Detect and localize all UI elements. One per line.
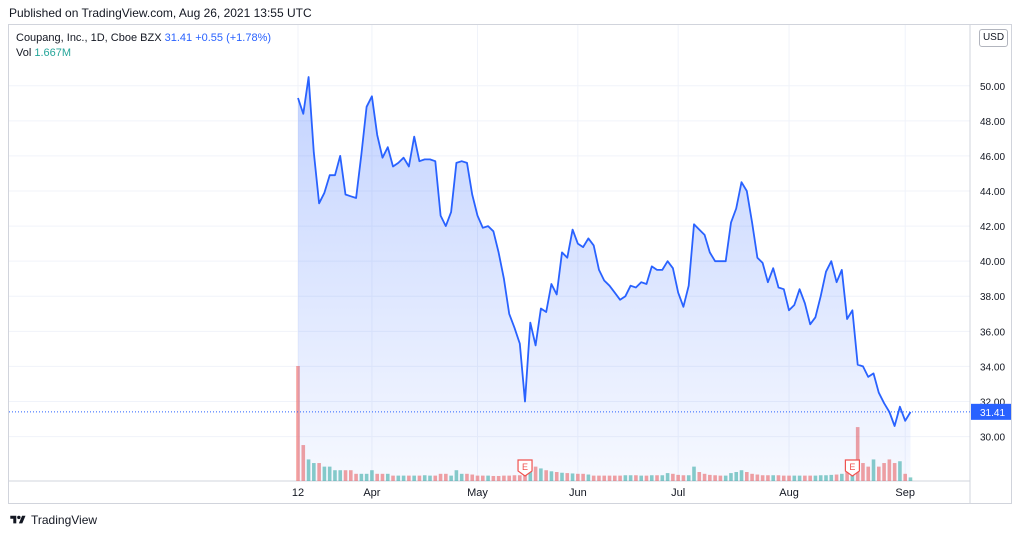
footer-brand-label: TradingView: [31, 513, 98, 527]
x-tick-label: Aug: [779, 487, 799, 499]
y-tick-label: 42.00: [980, 222, 1005, 233]
earnings-marker-label: E: [849, 462, 855, 472]
x-tick-label: Sep: [895, 487, 915, 499]
y-tick-label: 40.00: [980, 257, 1005, 268]
last-price-badge-label: 31.41: [980, 408, 1005, 419]
y-tick-label: 46.00: [980, 152, 1005, 163]
legend-vol-label[interactable]: Vol: [16, 47, 32, 59]
y-tick-label: 30.00: [980, 433, 1005, 444]
last-price-badge: [971, 403, 1011, 420]
earnings-marker-icon: [844, 459, 860, 477]
legend-row-volume: Vol 1.667M: [16, 46, 271, 61]
legend-row-main: Coupang, Inc., 1D, Cboe BZX 31.41 +0.55 …: [16, 31, 271, 46]
y-tick-label: 32.00: [980, 397, 1005, 408]
y-tick-label: 34.00: [980, 362, 1005, 373]
tradingview-logo-icon: [10, 515, 26, 524]
y-tick-label: 36.00: [980, 327, 1005, 338]
x-tick-label: Jul: [671, 487, 685, 499]
legend-change: +0.55 (+1.78%): [195, 32, 272, 44]
legend-vol-value: 1.667M: [34, 47, 72, 59]
currency-button[interactable]: USD: [979, 29, 1008, 47]
y-tick-label: 44.00: [980, 187, 1005, 198]
earnings-marker-icon: [517, 459, 533, 477]
legend-last-price: 31.41: [164, 32, 193, 44]
x-tick-label: May: [467, 487, 488, 499]
x-tick-label: Apr: [363, 487, 380, 499]
price-line: [297, 76, 912, 427]
earnings-marker-label: E: [522, 462, 528, 472]
chart-legend: Coupang, Inc., 1D, Cboe BZX 31.41 +0.55 …: [16, 31, 271, 61]
x-tick-label: Jun: [569, 487, 587, 499]
y-tick-label: 38.00: [980, 292, 1005, 303]
legend-symbol[interactable]: Coupang, Inc., 1D, Cboe BZX: [16, 32, 162, 44]
chart-frame[interactable]: [8, 24, 1012, 504]
x-tick-label: 12: [292, 487, 304, 499]
y-tick-label: 48.00: [980, 117, 1005, 128]
footer-brand[interactable]: TradingView: [9, 513, 97, 527]
published-caption: Published on TradingView.com, Aug 26, 20…: [9, 6, 312, 20]
price-area: [298, 77, 911, 481]
y-tick-label: 50.00: [980, 82, 1005, 93]
